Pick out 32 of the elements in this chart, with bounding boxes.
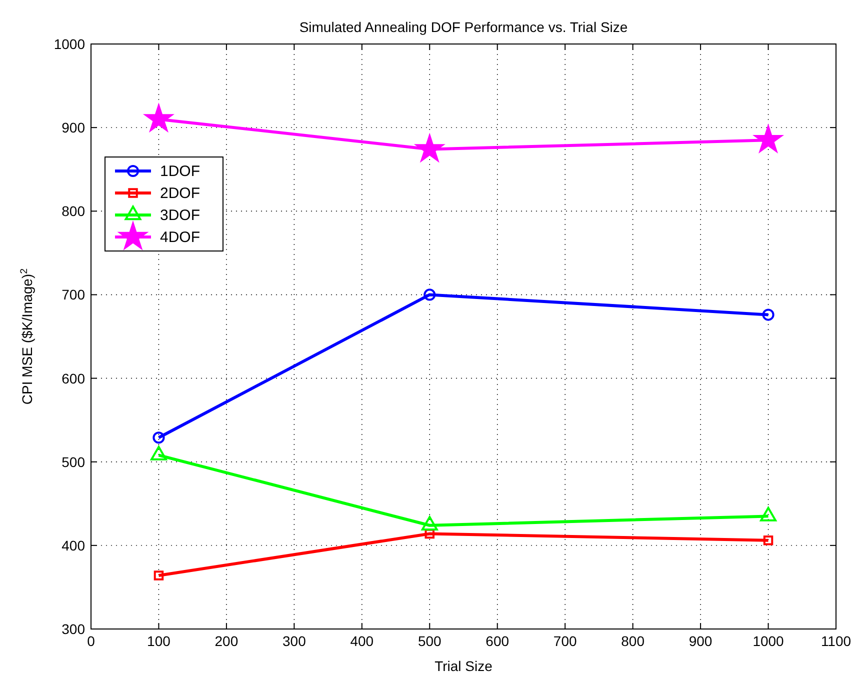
x-tick-label: 1100	[820, 633, 852, 649]
y-tick-label: 700	[62, 286, 86, 303]
y-tick-label: 500	[62, 454, 86, 470]
legend-label: 1DOF	[160, 163, 200, 180]
x-tick-label: 800	[621, 633, 645, 649]
x-tick-label: 100	[147, 633, 171, 649]
x-tick-label: 0	[87, 633, 96, 649]
x-tick-label: 600	[486, 633, 510, 649]
point	[416, 134, 444, 162]
point	[763, 536, 774, 546]
point	[424, 288, 436, 301]
y-tick-label: 900	[62, 120, 86, 136]
y-tick-label: 400	[62, 537, 86, 554]
point	[762, 308, 774, 321]
x-tick-label: 700	[553, 633, 577, 649]
y-tick-label: 800	[62, 203, 86, 220]
x-tick-label: 500	[418, 633, 442, 649]
legend-label: 3DOF	[160, 207, 200, 224]
legend-label: 4DOF	[160, 229, 200, 246]
y-tick-label: 300	[62, 621, 86, 637]
legend-label: 2DOF	[160, 185, 200, 202]
x-tick-label: 900	[688, 633, 712, 649]
x-tick-label: 400	[350, 633, 374, 649]
chart-title: Simulated Annealing DOF Performance vs. Trial Size	[299, 19, 628, 35]
point	[152, 432, 165, 444]
x-axis-title: Trial Size	[434, 658, 493, 674]
y-tick-label: 600	[62, 370, 86, 386]
point	[154, 570, 164, 580]
x-tick-label: 300	[282, 633, 306, 649]
x-tick-label: 1000	[752, 633, 784, 649]
y-tick-label: 1000	[54, 36, 86, 52]
x-tick-label: 200	[214, 633, 238, 649]
